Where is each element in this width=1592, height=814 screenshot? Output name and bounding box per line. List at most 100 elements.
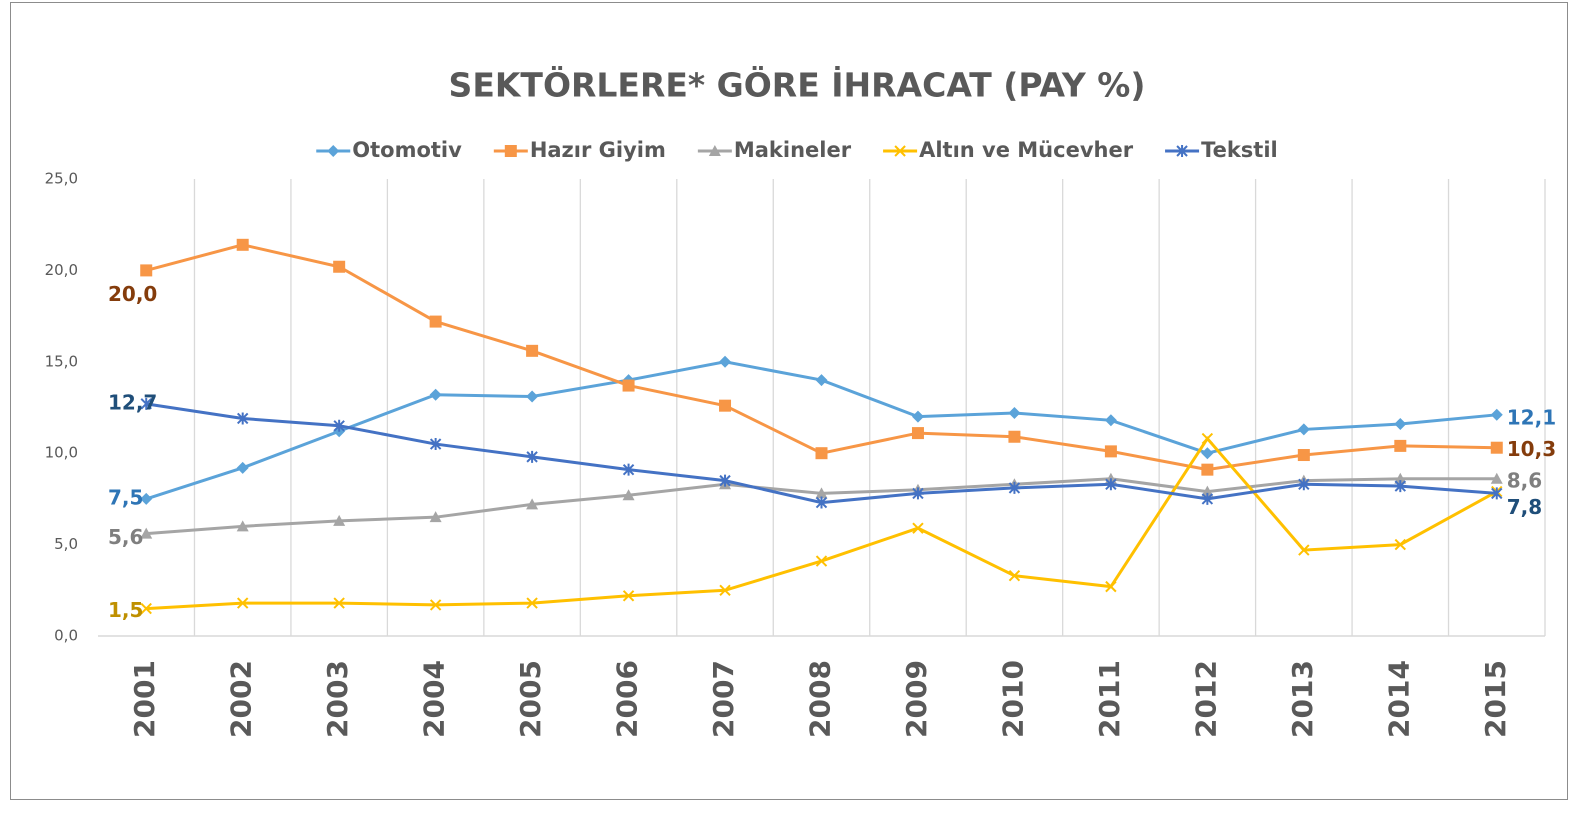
data-label: 20,0 (108, 282, 157, 306)
marker (1008, 406, 1021, 419)
marker (236, 412, 249, 425)
x-tick-label: 2012 (1189, 660, 1222, 738)
marker (1394, 417, 1407, 430)
legend-label: Altın ve Mücevher (919, 138, 1134, 162)
legend-label: Tekstil (1201, 138, 1278, 162)
x-tick-label: 2009 (900, 660, 933, 738)
data-label: 1,5 (108, 598, 143, 622)
x-tick-label: 2002 (225, 660, 258, 738)
marker (1490, 441, 1503, 454)
marker (1105, 580, 1117, 593)
x-tick-label: 2013 (1286, 660, 1319, 738)
marker (140, 397, 152, 410)
marker (236, 461, 249, 474)
marker (911, 427, 924, 440)
x-tick-label: 2004 (418, 660, 451, 738)
data-label: 7,8 (1507, 495, 1542, 519)
marker (333, 260, 346, 273)
marker (140, 492, 153, 505)
marker (622, 590, 635, 602)
x-tick-label: 2008 (804, 660, 837, 738)
marker (236, 597, 249, 609)
chart-frame (10, 2, 1568, 800)
y-tick-label: 10,0 (45, 444, 78, 462)
marker (894, 145, 906, 157)
marker (911, 410, 924, 423)
marker (236, 238, 249, 251)
marker (236, 520, 249, 532)
marker (140, 527, 153, 539)
marker (622, 379, 635, 392)
marker (1201, 485, 1214, 497)
marker (912, 522, 924, 534)
marker (719, 474, 731, 487)
x-tick-label: 2014 (1382, 660, 1415, 738)
x-tick-label: 2010 (996, 660, 1029, 738)
marker (815, 447, 828, 460)
marker (1394, 480, 1407, 493)
marker (1491, 487, 1503, 500)
marker (1201, 447, 1214, 460)
legend: Otomotiv Hazır Giyim Makineler Altın ve Müc… (316, 138, 1278, 162)
marker (1105, 478, 1117, 491)
marker (1201, 432, 1214, 445)
marker (815, 555, 828, 567)
marker (333, 419, 345, 432)
x-tick-label: 2011 (1093, 660, 1126, 738)
x-tick-label: 2007 (707, 660, 740, 738)
marker (1104, 414, 1117, 427)
marker (719, 584, 731, 597)
marker (429, 315, 442, 328)
y-tick-label: 0,0 (54, 627, 78, 645)
marker (815, 496, 828, 509)
marker (622, 463, 635, 476)
x-tick-label: 2005 (514, 660, 547, 738)
marker (1490, 408, 1503, 421)
marker (1008, 569, 1021, 582)
legend-label: Makineler (734, 138, 852, 162)
marker (1394, 472, 1407, 484)
marker (912, 487, 924, 500)
marker (504, 145, 517, 157)
data-label: 5,6 (108, 525, 143, 549)
marker (333, 597, 345, 609)
marker (429, 599, 442, 611)
marker (1297, 423, 1310, 436)
marker (140, 602, 152, 615)
marker (429, 438, 442, 451)
marker (526, 597, 538, 609)
x-tick-label: 2006 (611, 660, 644, 738)
data-label: 8,6 (1507, 468, 1542, 492)
data-label: 12,1 (1507, 405, 1556, 429)
legend-label: Otomotiv (352, 138, 462, 162)
y-tick-label: 5,0 (54, 535, 78, 553)
data-label: 7,5 (108, 485, 143, 509)
marker (719, 355, 732, 368)
marker (1104, 445, 1117, 458)
marker (140, 264, 153, 277)
legend-label: Hazır Giyim (530, 138, 666, 162)
marker (708, 145, 721, 156)
y-tick-label: 15,0 (45, 352, 78, 370)
x-tick-label: 2015 (1479, 660, 1512, 738)
marker (1008, 481, 1021, 494)
marker (429, 511, 442, 523)
marker (1201, 463, 1214, 476)
data-label: 12,7 (108, 390, 157, 414)
marker (719, 399, 732, 412)
marker (1176, 145, 1188, 157)
chart-title: SEKTÖRLERE* GÖRE İHRACAT (PAY %) (449, 65, 1146, 105)
marker (429, 388, 442, 401)
marker (815, 487, 828, 499)
marker (1394, 439, 1407, 452)
x-tick-label: 2001 (128, 660, 161, 738)
marker (622, 489, 635, 501)
marker (1298, 544, 1310, 556)
marker (1298, 478, 1310, 491)
marker (1394, 538, 1407, 551)
y-tick-label: 25,0 (45, 170, 78, 188)
marker (526, 450, 538, 463)
marker (1201, 492, 1214, 505)
marker (526, 344, 539, 357)
